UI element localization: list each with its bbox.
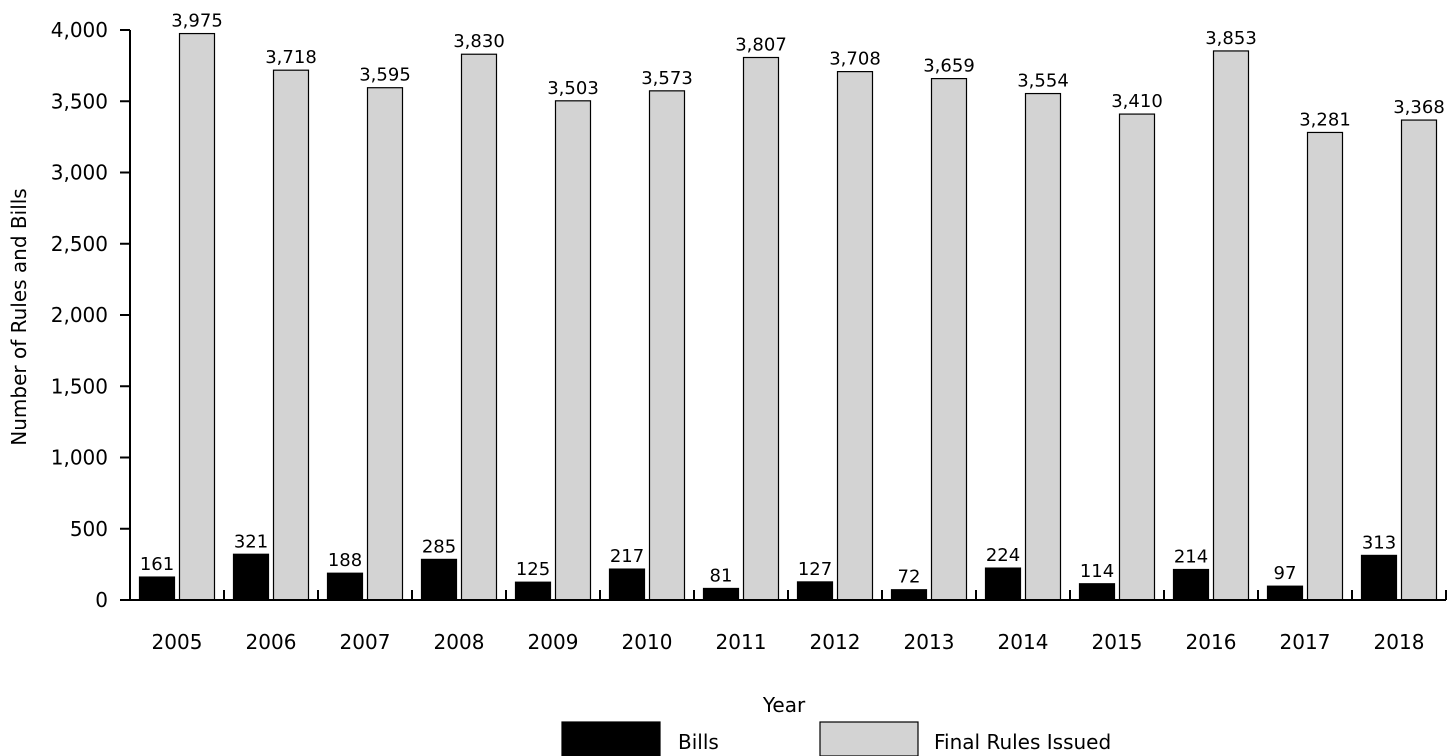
x-axis-title: Year xyxy=(762,693,806,717)
bar-final-rules xyxy=(272,69,310,601)
legend-label-final-rules: Final Rules Issued xyxy=(934,730,1111,754)
bar-value-label: 161 xyxy=(140,554,174,575)
x-tick-label: 2011 xyxy=(716,630,767,654)
x-tick-label: 2007 xyxy=(340,630,391,654)
bar-bills xyxy=(1078,583,1116,601)
bar-value-label: 285 xyxy=(422,536,456,557)
bar-bills xyxy=(984,567,1022,601)
bar-bills xyxy=(1172,568,1210,601)
y-tick-label: 3,000 xyxy=(51,161,108,185)
bar-bills xyxy=(608,568,646,601)
bar-bills xyxy=(1266,585,1304,601)
bar-value-label: 224 xyxy=(986,545,1020,566)
bar-bills xyxy=(890,589,928,601)
x-tick-label: 2015 xyxy=(1092,630,1143,654)
x-tick-label: 2008 xyxy=(434,630,485,654)
bar-value-label: 72 xyxy=(898,567,921,588)
bar-final-rules xyxy=(1306,131,1344,601)
x-tick-label: 2009 xyxy=(528,630,579,654)
bar-value-label: 313 xyxy=(1362,532,1396,553)
bar-value-label: 125 xyxy=(516,559,550,580)
bar-value-label: 214 xyxy=(1174,547,1208,568)
bar-bills xyxy=(514,581,552,601)
bar-value-label: 3,573 xyxy=(641,68,693,89)
x-tick-label: 2017 xyxy=(1280,630,1331,654)
bar-bills xyxy=(420,558,458,601)
x-tick-label: 2013 xyxy=(904,630,955,654)
bar-value-label: 3,708 xyxy=(829,49,881,70)
x-tick-label: 2006 xyxy=(246,630,297,654)
bar-final-rules xyxy=(460,53,498,601)
bar-value-label: 3,807 xyxy=(735,35,787,56)
x-tick-label: 2016 xyxy=(1186,630,1237,654)
y-axis-title: Number of Rules and Bills xyxy=(7,188,31,445)
bar-final-rules xyxy=(742,56,780,601)
bar-value-label: 188 xyxy=(328,550,362,571)
bar-final-rules xyxy=(648,90,686,601)
bar-value-label: 3,410 xyxy=(1111,91,1163,112)
bar-value-label: 3,503 xyxy=(547,78,599,99)
legend: Bills Final Rules Issued xyxy=(561,721,1111,756)
bar-bills xyxy=(1360,554,1398,601)
bar-final-rules xyxy=(836,71,874,601)
y-tick-label: 500 xyxy=(70,517,108,541)
bar-final-rules xyxy=(1024,92,1062,601)
bar-value-label: 3,830 xyxy=(453,31,505,52)
bar-value-label: 3,853 xyxy=(1205,28,1257,49)
bar-value-label: 3,595 xyxy=(359,65,411,86)
y-tick-label: 4,000 xyxy=(51,18,108,42)
y-tick-label: 1,500 xyxy=(51,374,108,398)
bar-final-rules xyxy=(178,32,216,601)
bar-value-label: 3,281 xyxy=(1299,109,1351,130)
x-tick-label: 2018 xyxy=(1374,630,1425,654)
bar-value-label: 81 xyxy=(710,565,733,586)
bar-bills xyxy=(796,581,834,601)
legend-swatch-final-rules xyxy=(819,721,919,756)
bar-final-rules xyxy=(554,100,592,601)
bar-value-label: 321 xyxy=(234,531,268,552)
y-axis: 0 500 1,000 1,500 2,000 2,500 3,000 3,500 4,000 xyxy=(51,18,131,612)
bar-final-rules xyxy=(930,77,968,601)
x-tick-label: 2012 xyxy=(810,630,861,654)
y-tick-label: 0 xyxy=(95,588,108,612)
bar-final-rules xyxy=(1118,113,1156,601)
bar-value-label: 97 xyxy=(1274,563,1297,584)
y-tick-label: 2,000 xyxy=(51,303,108,327)
bar-bills xyxy=(326,572,364,601)
bar-bills xyxy=(232,553,270,601)
bar-bills xyxy=(702,587,740,601)
bar-final-rules xyxy=(366,87,404,601)
y-tick-label: 3,500 xyxy=(51,89,108,113)
bar-value-label: 3,368 xyxy=(1393,97,1445,118)
x-axis: 2005 2006 2007 2008 2009 2010 2011 2012 2013 2014… xyxy=(129,590,1447,654)
bar-final-rules xyxy=(1400,119,1438,601)
bars-layer: 161 3,975 321 3,718 188 3,595 285 3,830 125 3,503… xyxy=(138,11,1445,601)
bar-value-label: 127 xyxy=(798,559,832,580)
bar-value-label: 217 xyxy=(610,546,644,567)
x-tick-label: 2014 xyxy=(998,630,1049,654)
x-tick-label: 2005 xyxy=(152,630,203,654)
y-tick-label: 1,000 xyxy=(51,446,108,470)
legend-label-bills: Bills xyxy=(678,730,719,754)
bar-value-label: 114 xyxy=(1080,561,1114,582)
x-tick-label: 2010 xyxy=(622,630,673,654)
bar-value-label: 3,554 xyxy=(1017,71,1069,92)
bar-value-label: 3,975 xyxy=(171,11,223,32)
bar-final-rules xyxy=(1212,50,1250,601)
legend-swatch-bills xyxy=(561,721,661,756)
bar-bills xyxy=(138,576,176,601)
bar-value-label: 3,718 xyxy=(265,47,317,68)
bar-value-label: 3,659 xyxy=(923,56,975,77)
y-tick-label: 2,500 xyxy=(51,232,108,256)
